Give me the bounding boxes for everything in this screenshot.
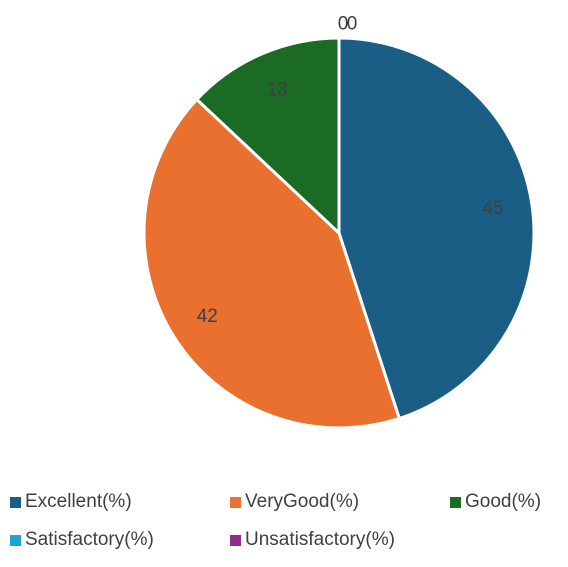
- chart-legend: Excellent(%) VeryGood(%) Good(%) Satisfa…: [10, 490, 566, 552]
- pie-slice-excellent: [337, 36, 536, 421]
- legend-label-unsatisfactory: Unsatisfactory(%): [245, 529, 395, 550]
- legend-label-satisfactory: Satisfactory(%): [25, 529, 154, 550]
- data-label-excellent: 45: [483, 198, 504, 219]
- legend-item-unsatisfactory: Unsatisfactory(%): [230, 528, 450, 552]
- legend-swatch-verygood: [230, 496, 241, 508]
- legend-item-good: Good(%): [450, 490, 566, 514]
- legend-label-verygood: VeryGood(%): [245, 491, 360, 512]
- pie-slice-good: [194, 36, 341, 237]
- legend-swatch-good: [450, 496, 461, 508]
- data-label-satisfactory: 0: [338, 14, 349, 35]
- data-label-good: 13: [266, 79, 287, 100]
- legend-item-verygood: VeryGood(%): [230, 490, 450, 514]
- pie-data-labels: 45 42 13 00: [197, 14, 504, 328]
- legend-item-excellent: Excellent(%): [10, 490, 230, 514]
- legend-swatch-unsatisfactory: [230, 534, 241, 546]
- pie-slices: [142, 36, 536, 430]
- data-label-verygood: 42: [197, 306, 218, 327]
- legend-label-excellent: Excellent(%): [25, 491, 132, 512]
- legend-label-good: Good(%): [465, 491, 542, 512]
- data-label-unsatisfactory: 0: [347, 14, 358, 35]
- pie-chart: 45 42 13 00: [142, 14, 536, 430]
- pie-slice-verygood: [142, 97, 402, 430]
- legend-item-satisfactory: Satisfactory(%): [10, 528, 230, 552]
- legend-swatch-excellent: [10, 496, 21, 508]
- legend-swatch-satisfactory: [10, 534, 21, 546]
